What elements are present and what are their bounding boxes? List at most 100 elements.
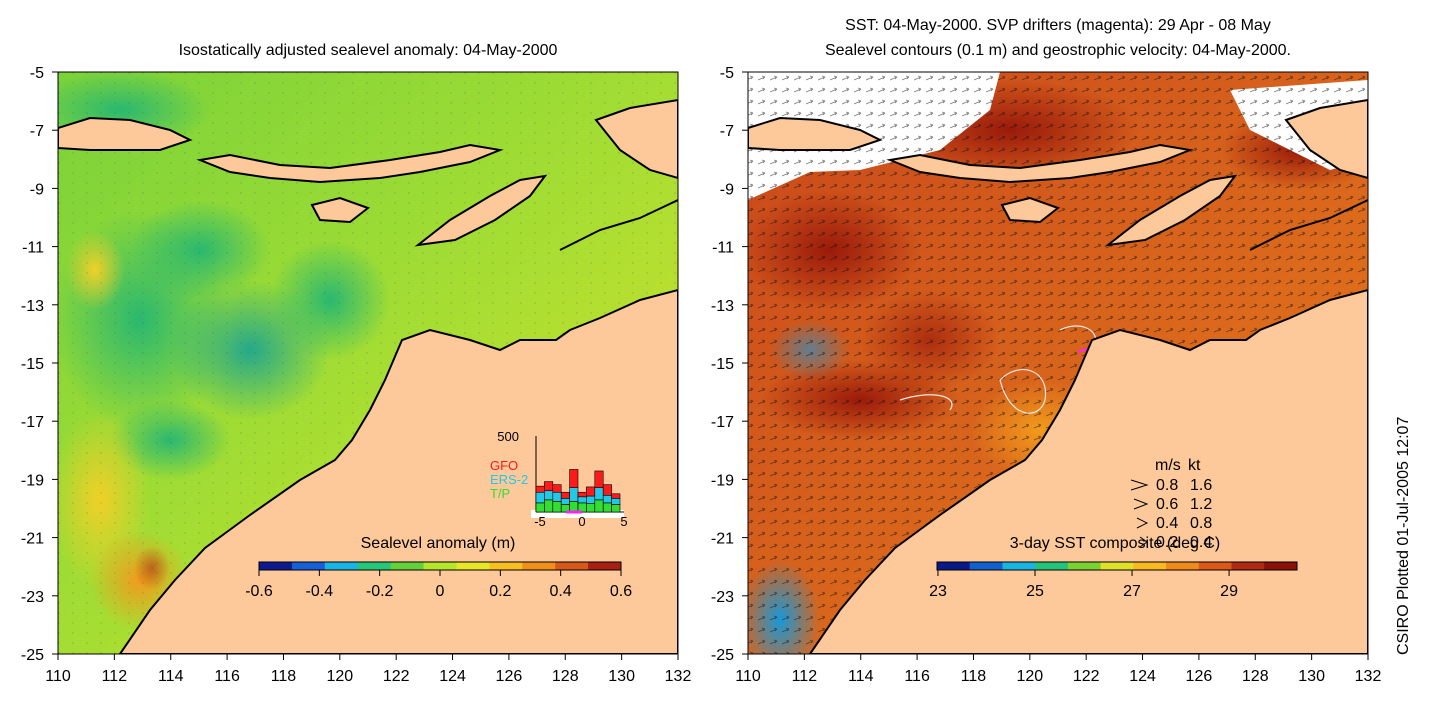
inset-legend-ers-2: ERS-2 [490, 472, 528, 487]
x-tick-label: 118 [961, 668, 987, 685]
colorbar-cell [1231, 562, 1265, 570]
velocity-legend-ms: 0.4 [1156, 515, 1178, 532]
y-tick-label: -9 [720, 181, 734, 198]
right-panel-title-line2: Sealevel contours (0.1 m) and geostrophi… [824, 42, 1291, 59]
colorbar-cell [324, 562, 359, 570]
velocity-legend-arrow [1139, 536, 1148, 548]
inset-bar-gfo [586, 486, 596, 497]
x-tick-label: 120 [1016, 668, 1043, 685]
left-lombok-flores-island [196, 143, 504, 184]
inset-bar-ers [577, 496, 587, 504]
colorbar-tick-label: 0.4 [550, 583, 572, 600]
inset-bar-ers [569, 487, 579, 502]
left-northeast-land [594, 98, 678, 180]
x-tick-label: 124 [1129, 668, 1156, 685]
colorbar-tick-label: 27 [1123, 583, 1141, 600]
y-tick-label: -13 [711, 298, 734, 315]
inset-bar-tp [535, 502, 545, 513]
left-colorbar-label: Sealevel anomaly (m) [361, 535, 516, 552]
inset-bar-tp [602, 502, 612, 513]
y-tick-label: -7 [720, 123, 734, 140]
x-tick-label: 120 [326, 668, 353, 685]
left-coast-detail [559, 199, 678, 251]
x-tick-label: 114 [158, 668, 184, 685]
right-map [748, 72, 1368, 654]
colorbar-cell [291, 562, 326, 570]
inset-y-label: 500 [497, 429, 519, 444]
y-tick-label: -23 [711, 589, 734, 606]
x-tick-label: 114 [848, 668, 874, 685]
velocity-legend-kt: 1.2 [1190, 496, 1212, 513]
colorbar-tick-label: 29 [1220, 583, 1238, 600]
velocity-legend-arrow [1136, 517, 1149, 529]
inset-bar-ers [611, 498, 621, 505]
y-tick-label: -17 [21, 414, 44, 431]
colorbar-cell [969, 562, 1003, 570]
colorbar-cell [1067, 562, 1102, 570]
x-tick-label: 110 [735, 668, 761, 685]
y-tick-label: -17 [711, 414, 734, 431]
y-tick-label: -7 [30, 123, 44, 140]
y-tick-label: -13 [21, 298, 44, 315]
right-colorbar: 3-day SST composite (deg C) 23 25 27 29 [929, 535, 1298, 600]
x-tick-label: 130 [1298, 668, 1325, 685]
colorbar-cell [1100, 562, 1134, 570]
velocity-legend-arrow [1130, 479, 1149, 491]
velocity-legend-kt: 0.4 [1190, 534, 1212, 551]
y-tick-label: -25 [711, 647, 734, 664]
left-timor-island [414, 174, 548, 247]
inset-x-tick-label: -5 [534, 514, 546, 529]
inset-bar-gfo [611, 493, 621, 499]
colorbar-cell [522, 562, 556, 570]
inset-legend-gfo: GFO [490, 458, 518, 473]
colorbar-tick-label: 23 [929, 583, 947, 600]
colorbar-tick-label: 25 [1026, 583, 1044, 600]
x-tick-label: 122 [1073, 668, 1100, 685]
colorbar-cell [423, 562, 457, 570]
x-tick-label: 118 [271, 668, 297, 685]
y-tick-label: -5 [720, 65, 734, 82]
right-panel-title-line1: SST: 04-May-2000. SVP drifters (magenta)… [845, 17, 1271, 34]
colorbar-tick-label: -0.6 [245, 583, 273, 600]
right-timor-island [1104, 174, 1238, 247]
x-tick-label: 128 [1242, 668, 1269, 685]
colorbar-cell [555, 562, 589, 570]
x-tick-label: 122 [383, 668, 410, 685]
y-tick-label: -21 [21, 531, 44, 548]
inset-bar-tp [611, 504, 621, 513]
x-tick-label: 126 [496, 668, 523, 685]
left-java-bali-island [58, 116, 193, 151]
colorbar-cell [259, 562, 293, 570]
x-tick-label: 110 [45, 668, 71, 685]
y-tick-label: -11 [712, 240, 734, 257]
inset-bar-ers [535, 491, 545, 504]
velocity-legend-kt-header: kt [1188, 457, 1201, 474]
right-coast-detail [1249, 199, 1368, 251]
colorbar-cell [390, 562, 425, 570]
inset-bar-ers [586, 495, 596, 504]
inset-bar-ers [560, 498, 570, 505]
x-tick-label: 116 [214, 668, 240, 685]
colorbar-cell [1198, 562, 1233, 570]
velocity-legend-ms: 0.6 [1156, 496, 1178, 513]
velocity-legend-ms: 0.8 [1156, 477, 1178, 494]
inset-bar-ers [602, 494, 612, 504]
colorbar-cell [1002, 562, 1036, 570]
inset-bar-gfo [552, 484, 562, 493]
right-lombok-flores-island [886, 143, 1194, 184]
colorbar-cell [489, 562, 523, 570]
inset-bar-tp [544, 499, 554, 513]
inset-legend-t/p: T/P [490, 486, 510, 501]
y-tick-label: -19 [711, 472, 734, 489]
x-tick-label: 130 [608, 668, 635, 685]
colorbar-cell [1133, 562, 1167, 570]
inset-x-tick-label: 0 [578, 514, 585, 529]
colorbar-tick-label: 0.2 [489, 583, 511, 600]
velocity-legend-ms: 0.2 [1156, 534, 1178, 551]
y-tick-label: -15 [21, 356, 44, 373]
left-colorbar: Sealevel anomaly (m) -0.6 -0.4 -0.2 0 0.2 0.4… [245, 535, 632, 600]
x-tick-label: 132 [665, 668, 692, 685]
y-tick-label: -15 [711, 356, 734, 373]
x-tick-label: 112 [102, 668, 128, 685]
